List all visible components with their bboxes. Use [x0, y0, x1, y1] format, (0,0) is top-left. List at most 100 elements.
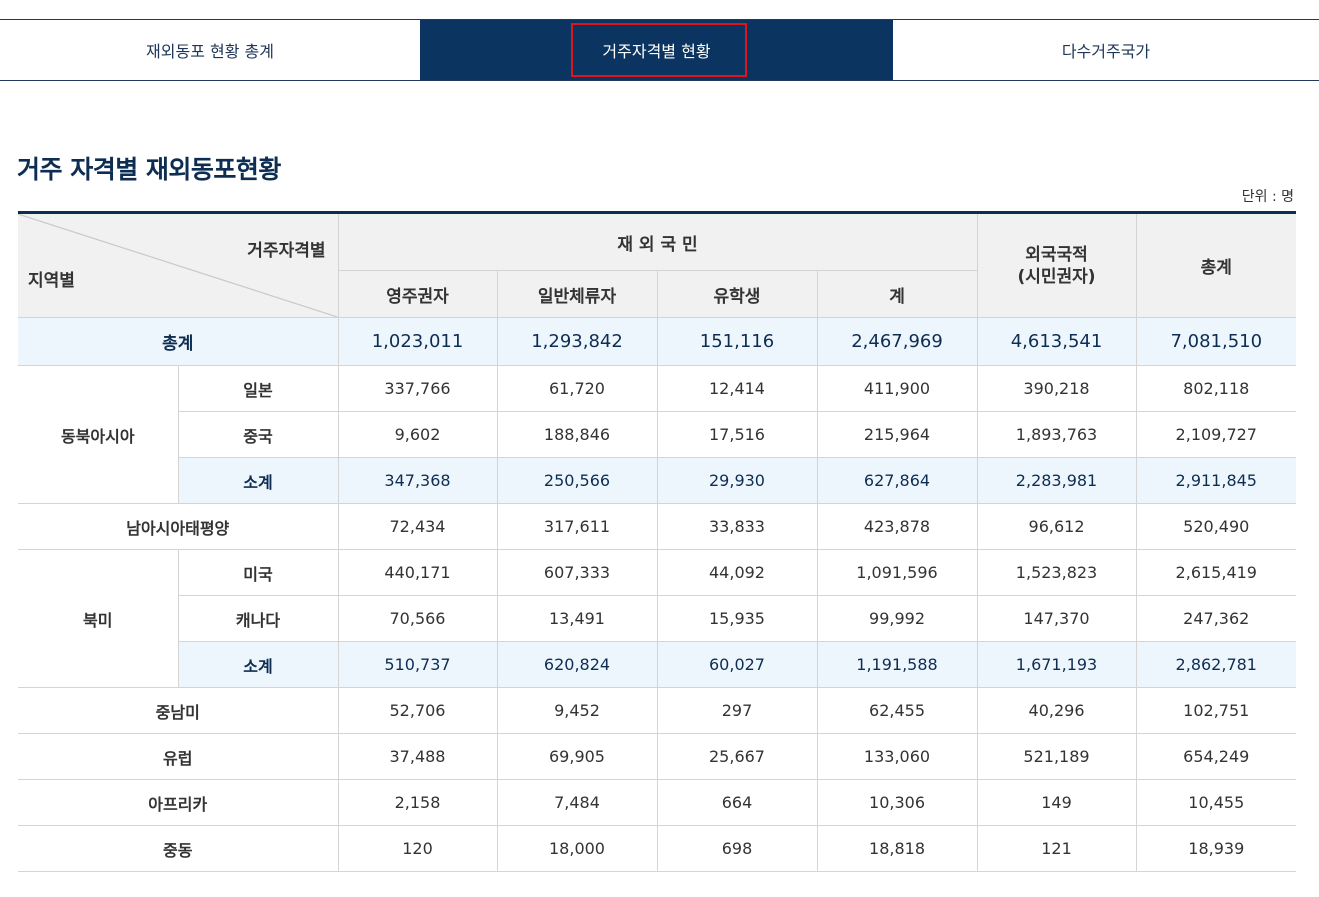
cell: 13,491	[496, 595, 658, 642]
cell: 69,905	[496, 733, 658, 780]
cell: 25,667	[656, 733, 818, 780]
corner-bottom-label: 지역별	[28, 271, 75, 291]
row-label: 총계	[18, 317, 339, 366]
country-label: 일본	[177, 365, 339, 412]
cell: 18,939	[1135, 825, 1297, 872]
table-row: 북미 미국 440,171 607,333 44,092 1,091,596 1…	[18, 549, 1297, 688]
header-subtotal: 계	[816, 270, 978, 318]
cell: 1,893,763	[976, 411, 1137, 458]
cell: 607,333	[496, 549, 658, 596]
cell: 52,706	[337, 687, 498, 734]
diagonal-line	[18, 214, 338, 317]
cell: 7,484	[496, 779, 658, 826]
cell: 423,878	[816, 503, 978, 550]
cell: 17,516	[656, 411, 818, 458]
cell: 44,092	[656, 549, 818, 596]
cell: 440,171	[337, 549, 498, 596]
corner-top-label: 거주자격별	[247, 241, 326, 261]
cell: 151,116	[656, 317, 818, 366]
table-row: 중남미 52,706 9,452 297 62,455 40,296 102,7…	[18, 687, 1297, 734]
cell: 62,455	[816, 687, 978, 734]
country-label: 캐나다	[178, 595, 339, 642]
cell: 10,455	[1135, 779, 1297, 826]
cell: 61,720	[496, 365, 658, 412]
cell: 29,930	[656, 457, 818, 504]
table-row-subtotal: 소계 347,368 250,566 29,930 627,864 2,283,…	[18, 457, 1297, 504]
cell: 2,283,981	[976, 457, 1137, 504]
cell: 297	[656, 687, 818, 734]
cell: 4,613,541	[976, 317, 1137, 366]
cell: 18,818	[816, 825, 978, 872]
cell: 33,833	[656, 503, 818, 550]
cell: 317,611	[496, 503, 658, 550]
subtotal-label: 소계	[178, 641, 339, 688]
cell: 215,964	[816, 411, 978, 458]
table-row-subtotal: 소계 510,737 620,824 60,027 1,191,588 1,67…	[18, 641, 1297, 688]
cell: 337,766	[337, 365, 498, 412]
header-general-residents: 일반체류자	[496, 270, 658, 318]
table-row-grand-total: 총계 1,023,011 1,293,842 151,116 2,467,969…	[18, 317, 1297, 366]
cell: 1,293,842	[496, 317, 658, 366]
cell: 96,612	[976, 503, 1137, 550]
country-label: 중국	[178, 411, 339, 458]
cell: 2,615,419	[1135, 549, 1297, 596]
tab-major-countries[interactable]: 다수거주국가	[1061, 42, 1151, 61]
cell: 2,911,845	[1135, 457, 1297, 504]
residence-status-table: 거주자격별 지역별 재 외 국 민 외국국적 (시민권자) 총계 영주권자 일반…	[18, 211, 1297, 872]
cell: 133,060	[816, 733, 978, 780]
cell: 37,488	[337, 733, 498, 780]
cell: 2,862,781	[1135, 641, 1297, 688]
table-row: 중국 9,602 188,846 17,516 215,964 1,893,76…	[18, 411, 1297, 458]
cell: 15,935	[656, 595, 818, 642]
tab-bar: 재외동포 현황 총계 거주자격별 현황 다수거주국가	[0, 19, 1319, 81]
header-students: 유학생	[656, 270, 818, 318]
tab-residence-status[interactable]: 거주자격별 현황	[420, 20, 893, 80]
cell: 9,452	[496, 687, 658, 734]
cell: 121	[976, 825, 1137, 872]
table-row: 동북아시아 일본 337,766 61,720 12,414 411,900 3…	[18, 365, 1297, 504]
cell: 188,846	[496, 411, 658, 458]
cell: 1,091,596	[816, 549, 978, 596]
cell: 510,737	[337, 641, 498, 688]
cell: 1,023,011	[337, 317, 498, 366]
cell: 390,218	[976, 365, 1137, 412]
region-label: 남아시아태평양	[18, 503, 339, 550]
group-header-nationals: 재 외 국 민	[337, 212, 978, 271]
cell: 1,671,193	[976, 641, 1137, 688]
tab-overseas-total[interactable]: 재외동포 현황 총계	[146, 42, 274, 61]
table-row: 중동 120 18,000 698 18,818 121 18,939	[18, 825, 1297, 872]
cell: 411,900	[816, 365, 978, 412]
cell: 521,189	[976, 733, 1137, 780]
cell: 70,566	[337, 595, 498, 642]
subtotal-label: 소계	[178, 457, 339, 504]
cell: 802,118	[1135, 365, 1297, 412]
table-row: 아프리카 2,158 7,484 664 10,306 149 10,455	[18, 779, 1297, 826]
cell: 664	[656, 779, 818, 826]
cell: 1,191,588	[816, 641, 978, 688]
cell: 347,368	[337, 457, 498, 504]
page-title: 거주 자격별 재외동포현황	[17, 155, 281, 184]
header-grand-total: 총계	[1135, 212, 1297, 318]
cell: 60,027	[656, 641, 818, 688]
cell: 1,523,823	[976, 549, 1137, 596]
country-label: 미국	[177, 549, 339, 596]
cell: 7,081,510	[1135, 317, 1297, 366]
cell: 2,467,969	[816, 317, 978, 366]
cell: 120	[337, 825, 498, 872]
cell: 627,864	[816, 457, 978, 504]
cell: 12,414	[656, 365, 818, 412]
cell: 99,992	[816, 595, 978, 642]
cell: 18,000	[496, 825, 658, 872]
header-foreign-line2: (시민권자)	[1017, 266, 1096, 287]
region-label: 중남미	[18, 687, 339, 734]
header-permanent-residents: 영주권자	[338, 270, 498, 318]
table-row: 캐나다 70,566 13,491 15,935 99,992 147,370 …	[18, 595, 1297, 642]
corner-header: 거주자격별 지역별	[18, 212, 339, 318]
cell: 698	[656, 825, 818, 872]
table-row: 남아시아태평양 72,434 317,611 33,833 423,878 96…	[18, 503, 1297, 550]
region-label: 북미	[18, 549, 179, 688]
tab-residence-status-label: 거주자격별 현황	[602, 42, 711, 61]
cell: 2,158	[337, 779, 498, 826]
header-foreign-citizens: 외국국적 (시민권자)	[976, 212, 1137, 318]
cell: 147,370	[976, 595, 1137, 642]
